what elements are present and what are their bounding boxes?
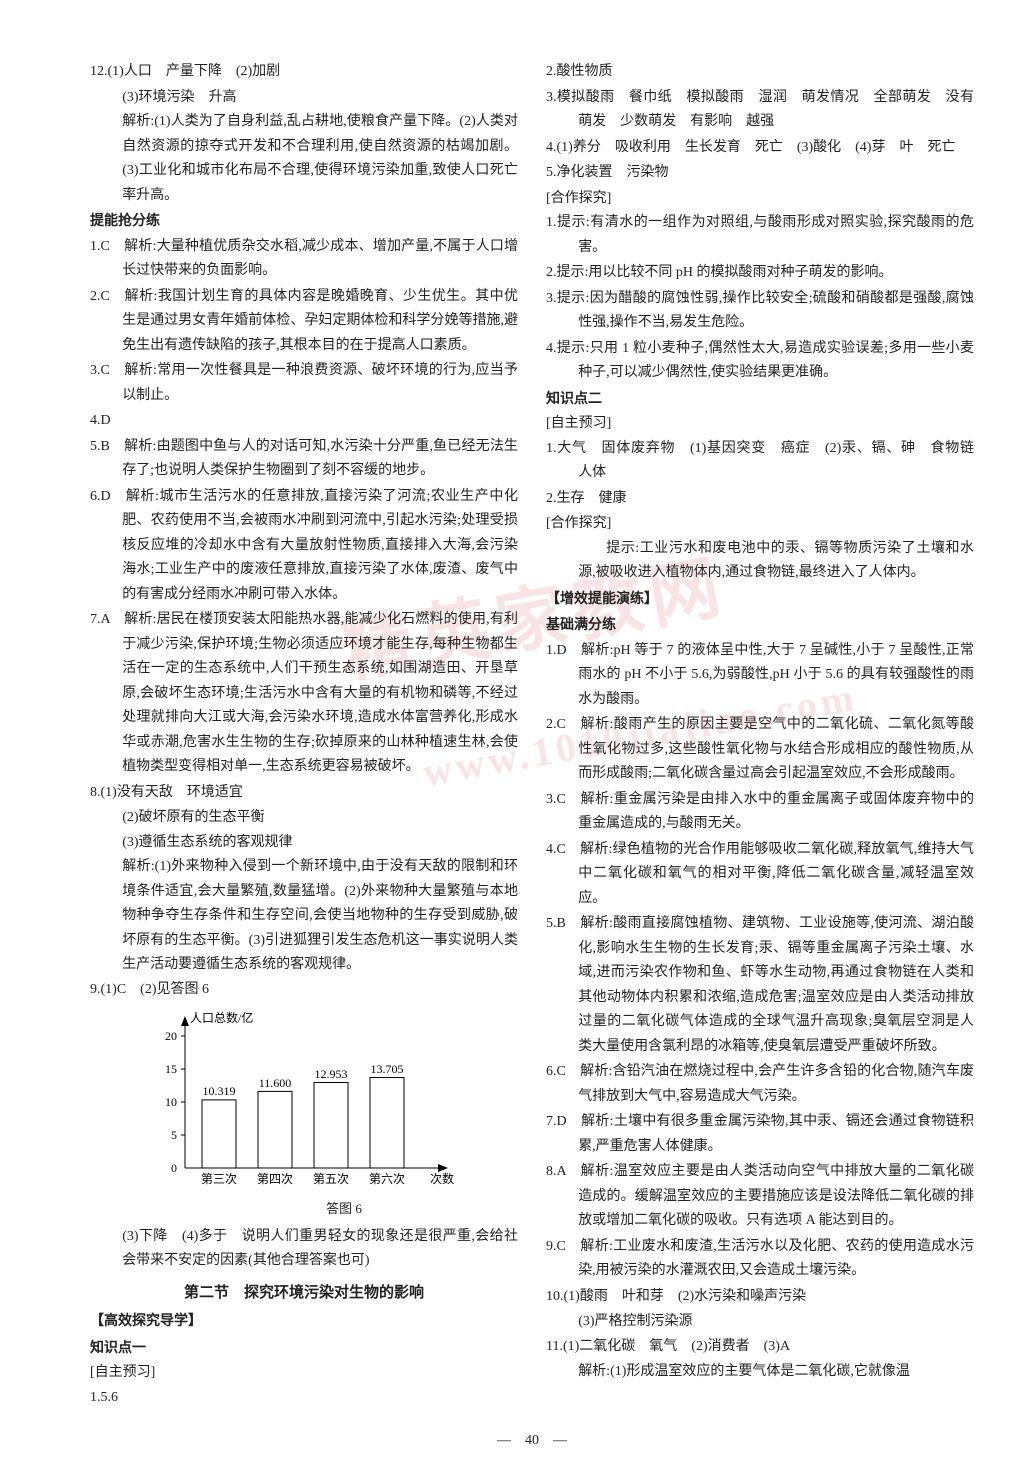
heading-zengxiao: 【增效提能演练】 [546, 588, 974, 613]
r3: 3.模拟酸雨 餐巾纸 模拟酸雨 湿润 萌发情况 全部萌发 没有萌发 少数萌发 有… [546, 86, 974, 135]
rq8: 8.A 解析:温室效应主要是由人类活动向空气中排放大量的二氧化碳造成的。缓解温室… [546, 1160, 974, 1234]
q8-line1: 8.(1)没有天敌 环境适宜 [90, 781, 518, 806]
q12-line1: 12.(1)人口 产量下降 (2)加剧 [90, 60, 518, 85]
q8-line2: (2)破坏原有的生态平衡 [90, 806, 518, 831]
tip1: 1.提示:有清水的一组作为对照组,与酸雨形成对照实验,探究酸雨的危害。 [546, 211, 974, 260]
bar-label-2: 12.953 [315, 1067, 348, 1081]
self-study-1: [自主预习] [90, 1361, 518, 1386]
q4: 4.D [90, 409, 518, 434]
q1: 1.C 解析:大量种植优质杂交水稻,减少成本、增加产量,不属于人口增长过快带来的… [90, 235, 518, 284]
tip3: 3.提示:因为醋酸的腐蚀性弱,操作比较安全;硫酸和硝酸都是强酸,腐蚀性强,操作不… [546, 287, 974, 336]
coop-study-2: [合作探究] [546, 512, 974, 537]
q6: 6.D 解析:城市生活污水的任意排放,直接污染了河流;农业生产中化肥、农药使用不… [90, 485, 518, 608]
ytick-0: 0 [171, 1161, 177, 1175]
bar-cat-3: 第六次 [369, 1172, 405, 1186]
ytick-15: 15 [165, 1062, 177, 1076]
heading-tineng: 提能抢分练 [90, 210, 518, 235]
chart-ylabel: 人口总数/亿 [190, 1010, 253, 1025]
self-study-2: [自主预习] [546, 412, 974, 437]
rq5: 5.B 解析:酸雨直接腐蚀植物、建筑物、工业设施等,使河流、湖泊酸化,影响水生生… [546, 912, 974, 1059]
ytick-20: 20 [165, 1029, 177, 1043]
chart-xlabel: 次数 [430, 1171, 454, 1186]
bar-label-1: 11.600 [259, 1076, 292, 1090]
left-column: 12.(1)人口 产量下降 (2)加剧 (3)环境污染 升高 解析:(1)人类为… [90, 60, 518, 1411]
tip4: 4.提示:只用 1 粒小麦种子,偶然性太大,易造成实验误差;多用一些小麦种子,可… [546, 337, 974, 386]
tip2: 2.提示:用以比较不同 pH 的模拟酸雨对种子萌发的影响。 [546, 261, 974, 286]
page-number: — 40 — [90, 1429, 974, 1454]
bar-cat-0: 第三次 [201, 1172, 237, 1186]
rq9: 9.C 解析:工业废水和废渣,生活污水以及化肥、农药的使用造成水污染,用被污染的… [546, 1235, 974, 1284]
rq4: 4.C 解析:绿色植物的光合作用能够吸收二氧化碳,释放氧气,维持大气中二氧化碳和… [546, 838, 974, 912]
q12-analysis: 解析:(1)人类为了自身利益,乱占耕地,使粮食产量下降。(2)人类对自然资源的掠… [90, 110, 518, 208]
population-bar-chart: 0 5 10 15 20 人口总数/亿 10.319 第三次 11.600 [130, 1008, 518, 1221]
ytick-10: 10 [165, 1095, 177, 1109]
right-column: 2.酸性物质 3.模拟酸雨 餐巾纸 模拟酸雨 湿润 萌发情况 全部萌发 没有萌发… [546, 60, 974, 1411]
heading-gaoxiao: 【高效探究导学】 [90, 1310, 518, 1335]
q5: 5.B 解析:由题图中鱼与人的对话可知,水污染十分严重,鱼已经无法生存了;也说明… [90, 435, 518, 484]
q7: 7.A 解析:居民在楼顶安装太阳能热水器,能减少化石燃料的使用,有利于减少污染,… [90, 608, 518, 780]
rq7: 7.D 解析:土壤中有很多重金属污染物,其中汞、镉还会通过食物链积累,严重危害人… [546, 1110, 974, 1159]
rq11-l1: 11.(1)二氧化碳 氧气 (2)消费者 (3)A [546, 1335, 974, 1360]
bar-label-0: 10.319 [203, 1084, 236, 1098]
ytick-5: 5 [171, 1128, 177, 1142]
section-2-title: 第二节 探究环境污染对生物的影响 [90, 1280, 518, 1306]
bar-cat-2: 第五次 [313, 1172, 349, 1186]
rk2: 2.生存 健康 [546, 487, 974, 512]
rq10-l1: 10.(1)酸雨 叶和芽 (2)水污染和噪声污染 [546, 1285, 974, 1310]
r5: 5.净化装置 污染物 [546, 161, 974, 186]
bar-label-3: 13.705 [371, 1062, 404, 1076]
knowledge-point-2: 知识点二 [546, 388, 974, 413]
heading-jichu: 基础满分练 [546, 614, 974, 639]
rq2: 2.C 解析:酸雨产生的原因主要是空气中的二氧化硫、二氧化氮等酸性氧化物过多,这… [546, 713, 974, 787]
chart-caption: 答图 6 [130, 1198, 518, 1221]
rq1: 1.D 解析:pH 等于 7 的液体呈中性,大于 7 呈碱性,小于 7 呈酸性,… [546, 639, 974, 713]
rq11-analysis: 解析:(1)形成温室效应的主要气体是二氧化碳,它就像温 [546, 1360, 974, 1385]
r4: 4.(1)养分 吸收利用 生长发育 死亡 (3)酸化 (4)芽 叶 死亡 [546, 136, 974, 161]
rk1: 1.大气 固体废弃物 (1)基因突变 癌症 (2)汞、镉、砷 食物链 人体 [546, 437, 974, 486]
coop-tip: 提示:工业污水和废电池中的汞、镉等物质污染了土壤和水源,被吸收进入植物体内,通过… [546, 537, 974, 586]
q-1-5-6: 1.5.6 [90, 1386, 518, 1411]
q9-line3: (3)下降 (4)多于 说明人们重男轻女的现象还是很严重,会给社会带来不安定的因… [90, 1225, 518, 1274]
bar-cat-1: 第四次 [257, 1172, 293, 1186]
rq10-l2: (3)严格控制污染源 [546, 1310, 974, 1335]
q3: 3.C 解析:常用一次性餐具是一种浪费资源、破坏环境的行为,应当予以制止。 [90, 359, 518, 408]
q8-analysis: 解析:(1)外来物种入侵到一个新环境中,由于没有天敌的限制和环境条件适宜,会大量… [90, 855, 518, 978]
r2: 2.酸性物质 [546, 60, 974, 85]
rq3: 3.C 解析:重金属污染是由排入水中的重金属离子或固体废弃物中的重金属造成的,与… [546, 788, 974, 837]
q2: 2.C 解析:我国计划生育的具体内容是晚婚晚育、少生优生。其中优生是通过男女青年… [90, 285, 518, 359]
two-column-layout: 12.(1)人口 产量下降 (2)加剧 (3)环境污染 升高 解析:(1)人类为… [90, 60, 974, 1411]
q8-line3: (3)遵循生态系统的客观规律 [90, 831, 518, 856]
coop-study-1: [合作探究] [546, 187, 974, 212]
rq6: 6.C 解析:含铅汽油在燃烧过程中,会产生许多含铅的化合物,随汽车废气排放到大气… [546, 1060, 974, 1109]
knowledge-point-1: 知识点一 [90, 1337, 518, 1362]
q9-line1: 9.(1)C (2)见答图 6 [90, 978, 518, 1003]
q12-line2: (3)环境污染 升高 [90, 86, 518, 111]
